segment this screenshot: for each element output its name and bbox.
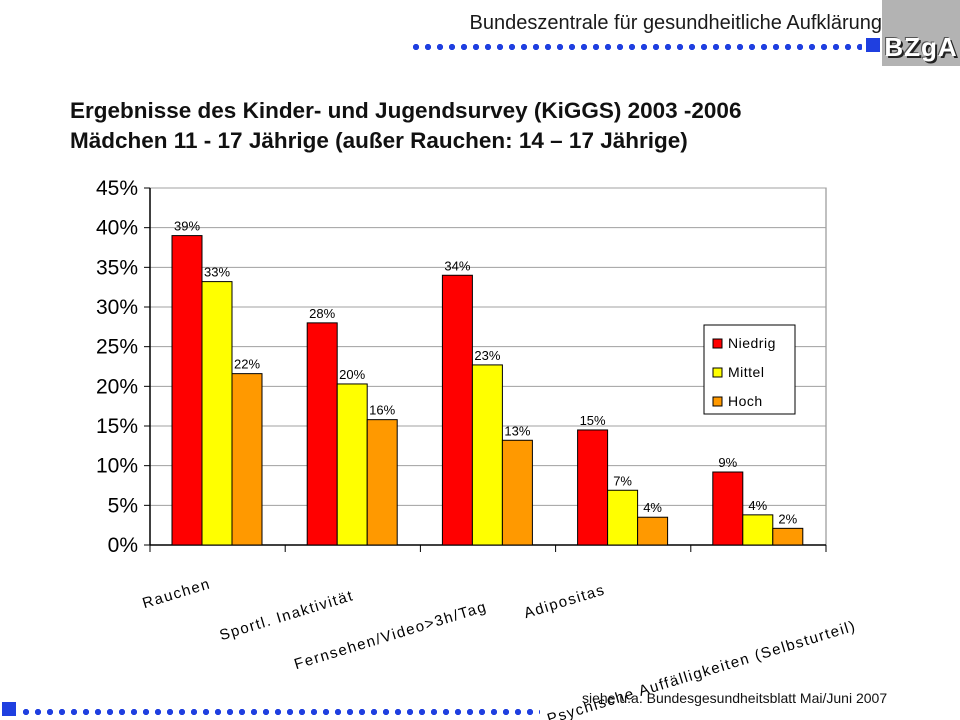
top-dotted-rule (410, 43, 862, 51)
data-label: 9% (718, 455, 737, 470)
legend-swatch-niedrig (712, 338, 723, 349)
legend-label: Niedrig (728, 335, 776, 351)
bar-niedrig-1 (306, 322, 338, 546)
data-label: 23% (474, 348, 500, 363)
bar-mittel-2 (471, 364, 503, 546)
legend-label: Hoch (728, 393, 763, 409)
legend-swatch-hoch (712, 396, 723, 407)
data-label: 16% (369, 403, 395, 418)
data-label: 13% (504, 423, 530, 438)
bar-mittel-0 (201, 281, 233, 546)
y-tick-label: 20% (96, 375, 138, 398)
top-accent-square (866, 38, 880, 52)
organization-name: Bundeszentrale für gesundheitliche Aufkl… (469, 12, 883, 34)
data-label: 20% (339, 367, 365, 382)
y-tick-label: 5% (108, 494, 138, 517)
y-tick-label: 40% (96, 217, 138, 240)
data-label: 7% (613, 473, 632, 488)
bar-hoch-1 (366, 419, 398, 546)
data-label: 4% (643, 500, 662, 515)
data-label: 2% (778, 511, 797, 526)
x-category-label: Sportl. Inaktivität (218, 587, 356, 644)
data-label: 15% (580, 413, 606, 428)
logo-text: BZgA (884, 32, 958, 62)
bar-niedrig-2 (441, 274, 473, 546)
bar-hoch-3 (637, 516, 669, 546)
bar-niedrig-3 (577, 429, 609, 546)
bottom-accent-square (2, 702, 16, 716)
slide-title: Ergebnisse des Kinder- und Jugendsurvey … (70, 96, 741, 156)
y-tick-label: 25% (96, 336, 138, 359)
bzga-logo: BZgA (882, 0, 960, 66)
y-tick-label: 0% (108, 534, 138, 557)
y-tick-label: 45% (96, 177, 138, 200)
y-tick-label: 15% (96, 415, 138, 438)
legend-swatch-mittel (712, 367, 723, 378)
bar-niedrig-4 (712, 471, 744, 546)
bar-hoch-2 (501, 439, 533, 546)
data-label: 28% (309, 306, 335, 321)
y-tick-label: 35% (96, 256, 138, 279)
y-tick-label: 10% (96, 455, 138, 478)
bar-mittel-3 (607, 489, 639, 546)
title-line-2: Mädchen 11 - 17 Jährige (außer Rauchen: … (70, 128, 688, 153)
bar-niedrig-0 (171, 235, 203, 546)
bar-hoch-0 (231, 373, 263, 546)
x-category-label: Rauchen (140, 575, 212, 612)
bar-mittel-4 (742, 514, 774, 546)
bar-hoch-4 (772, 527, 804, 546)
bottom-dotted-rule (20, 708, 540, 716)
title-line-1: Ergebnisse des Kinder- und Jugendsurvey … (70, 98, 742, 123)
data-label: 34% (444, 258, 470, 273)
data-label: 33% (204, 265, 230, 280)
bar-mittel-1 (336, 383, 368, 546)
source-note: siehe u.a. Bundesgesundheitsblatt Mai/Ju… (582, 690, 888, 706)
data-label: 4% (748, 498, 767, 513)
legend-label: Mittel (728, 364, 764, 380)
x-category-label: Adipositas (522, 581, 608, 622)
data-label: 39% (174, 219, 200, 234)
y-tick-label: 30% (96, 296, 138, 319)
data-label: 22% (234, 357, 260, 372)
